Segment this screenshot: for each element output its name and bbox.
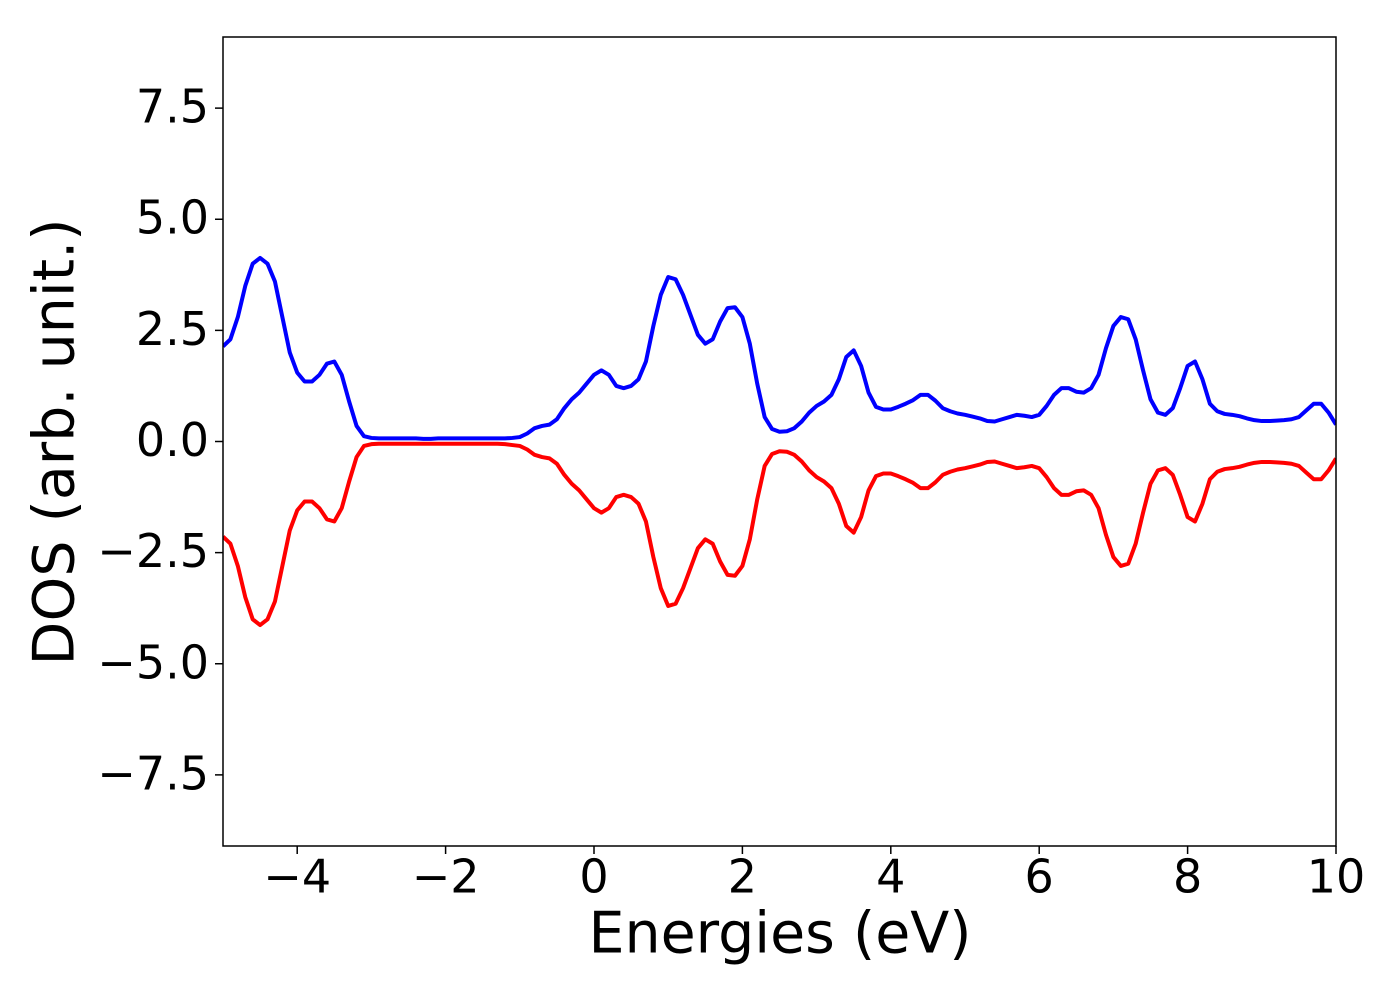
x-tick-label: 4 <box>876 850 905 904</box>
plot-frame <box>222 36 1337 847</box>
x-tick-label: −2 <box>412 850 480 904</box>
y-tick-label: 5.0 <box>136 191 209 245</box>
x-tick-label: −4 <box>263 850 331 904</box>
data-line <box>223 255 1336 441</box>
y-tick-label: −5.0 <box>97 635 209 689</box>
y-tick-label: −7.5 <box>97 746 209 800</box>
x-tick-label: 6 <box>1025 850 1054 904</box>
data-line <box>223 441 1336 628</box>
x-axis-label: Energies (eV) <box>588 901 971 967</box>
x-tick-label: 8 <box>1173 850 1202 904</box>
y-tick-label: 0.0 <box>136 413 209 467</box>
x-tick-label: 2 <box>728 850 757 904</box>
x-tick-label: 0 <box>579 850 608 904</box>
y-tick-label: 2.5 <box>136 302 209 356</box>
y-axis-label: DOS (arb. unit.) <box>22 219 88 666</box>
y-tick-label: −2.5 <box>97 524 209 578</box>
y-tick-label: 7.5 <box>136 80 209 134</box>
x-tick-label: 10 <box>1307 850 1366 904</box>
